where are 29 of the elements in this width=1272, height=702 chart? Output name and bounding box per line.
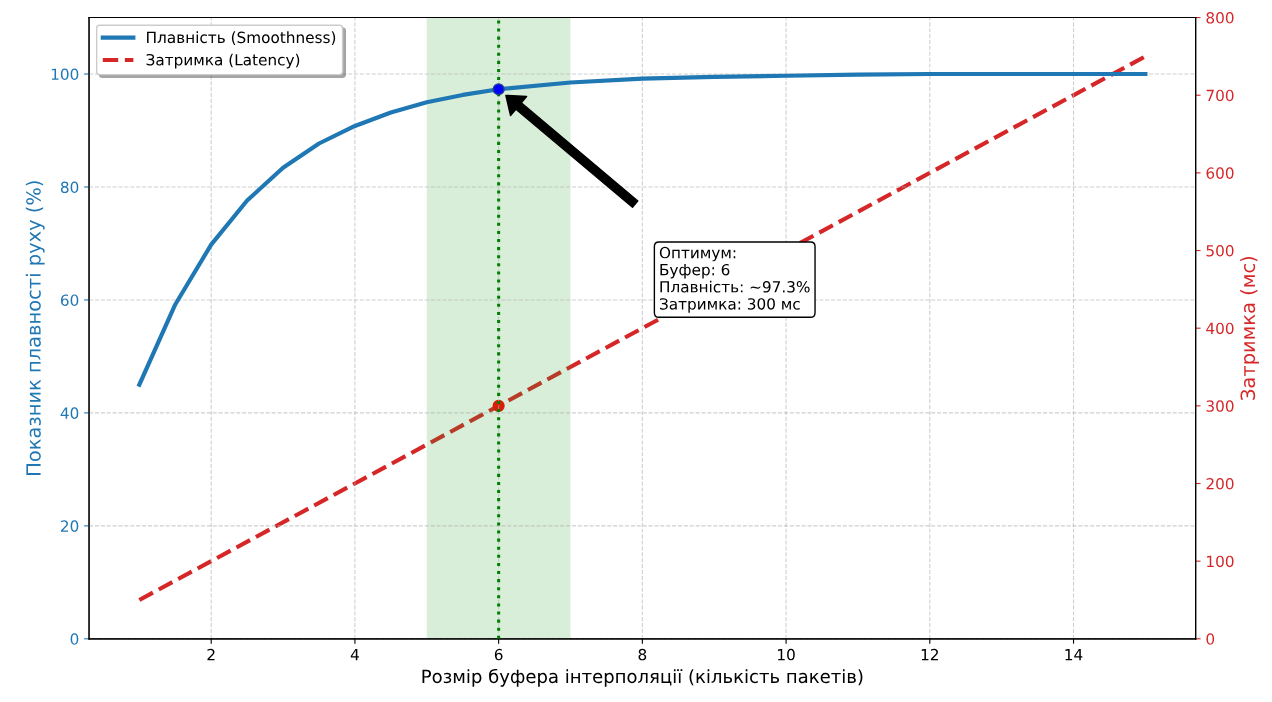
x-tick-label: 10	[778, 648, 795, 661]
x-tick-label: 2	[207, 648, 215, 661]
y-axis-title: Показник плавності руху (%)	[25, 181, 45, 475]
y-tick-label: 100	[51, 68, 79, 81]
x-tick-label: 14	[1065, 649, 1083, 661]
x-tick-label: 12	[921, 648, 938, 661]
y2-tick-label: 0	[1206, 633, 1215, 645]
y2-tick-label: 800	[1206, 12, 1234, 24]
y2-tick-label: 100	[1207, 555, 1234, 568]
y2-tick-label: 400	[1206, 322, 1234, 335]
legend-label: Плавність (Smoothness)	[147, 31, 336, 45]
y-tick-label: 0	[70, 633, 79, 645]
y-tick-label: 80	[60, 181, 79, 194]
y2-tick-label: 700	[1206, 89, 1234, 102]
x-axis-title: Розмір буфера інтерполяції (кількість пакетів)	[422, 668, 863, 687]
x-tick-label: 6	[494, 648, 503, 661]
y2-tick-label: 300	[1206, 400, 1234, 412]
legend-label: Затримка (Latency)	[146, 53, 300, 69]
line-series	[137, 71, 1148, 387]
x-tick-label: 8	[638, 648, 647, 661]
y2-axis-title: Затримка (мс)	[1240, 256, 1259, 400]
y-tick-label: 40	[60, 407, 79, 419]
y2-tick-label: 600	[1206, 167, 1234, 179]
y2-tick-label: 500	[1206, 244, 1234, 257]
y2-tick-label: 200	[1206, 477, 1234, 490]
y-tick-label: 20	[61, 520, 79, 532]
annotation: Оптимум: Буфер: 6 Плавність: ~97.3% Затримка: 300 мс	[659, 246, 810, 313]
x-tick-label: 4	[350, 649, 359, 661]
y-tick-label: 60	[60, 294, 79, 306]
